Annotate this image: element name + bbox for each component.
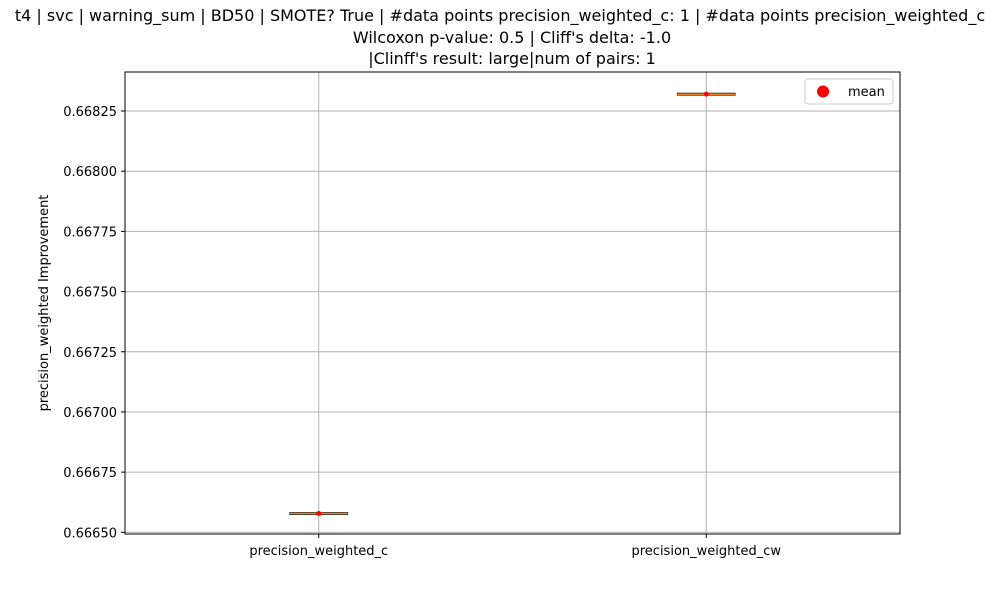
mean-marker [316, 511, 322, 517]
x-tick-label: precision_weighted_c [249, 544, 388, 559]
title-line-2: Wilcoxon p-value: 0.5 | Cliff's delta: -… [353, 28, 671, 47]
title-line-1: t4 | svc | warning_sum | BD50 | SMOTE? T… [15, 6, 985, 26]
mean-marker [703, 91, 709, 97]
y-tick-label: 0.66800 [63, 165, 117, 180]
grid [125, 72, 900, 534]
chart-title: t4 | svc | warning_sum | BD50 | SMOTE? T… [15, 6, 985, 68]
y-tick-label: 0.66650 [63, 526, 117, 541]
title-line-3: |Clinff's result: large|num of pairs: 1 [368, 49, 656, 68]
y-axis-ticks: 0.66650 0.66675 0.66700 0.66725 0.66750 0.667… [63, 105, 125, 541]
y-tick-label: 0.66775 [63, 225, 117, 240]
x-tick-label: precision_weighted_cw [631, 544, 781, 559]
x-axis-ticks: precision_weighted_c precision_weighted_c… [249, 534, 781, 559]
y-tick-label: 0.66675 [63, 466, 117, 481]
box-marks [289, 91, 736, 517]
legend-mean-label: mean [848, 85, 885, 100]
y-tick-label: 0.66750 [63, 286, 117, 301]
y-tick-label: 0.66725 [63, 346, 117, 361]
y-tick-label: 0.66825 [63, 105, 117, 120]
y-axis-label: precision_weighted Improvement [37, 195, 52, 412]
y-tick-label: 0.66700 [63, 406, 117, 421]
legend-mean-marker [817, 85, 829, 98]
plot-area-frame [124, 71, 901, 535]
legend: mean [804, 78, 894, 105]
legend-box [804, 78, 894, 105]
